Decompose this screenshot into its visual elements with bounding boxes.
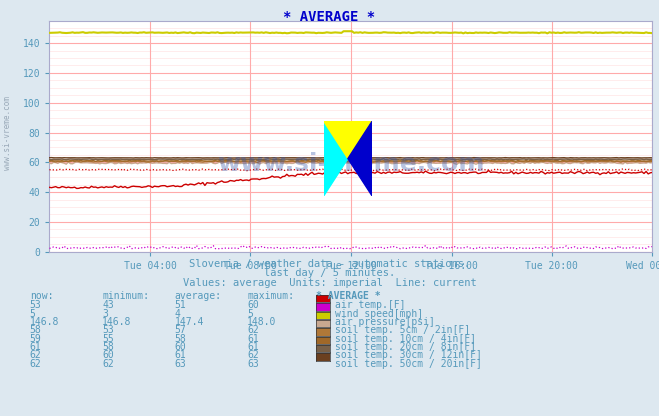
Text: 62: 62 bbox=[102, 359, 114, 369]
Text: average:: average: bbox=[175, 291, 221, 301]
Text: 61: 61 bbox=[247, 334, 259, 344]
Text: 51: 51 bbox=[175, 300, 186, 310]
Text: www.si-vreme.com: www.si-vreme.com bbox=[3, 96, 13, 170]
Polygon shape bbox=[348, 121, 372, 196]
Text: 58: 58 bbox=[30, 325, 42, 335]
Text: 58: 58 bbox=[175, 334, 186, 344]
Polygon shape bbox=[324, 121, 372, 158]
Text: 63: 63 bbox=[247, 359, 259, 369]
Text: soil temp. 20cm / 8in[F]: soil temp. 20cm / 8in[F] bbox=[335, 342, 476, 352]
Text: soil temp. 30cm / 12in[F]: soil temp. 30cm / 12in[F] bbox=[335, 350, 482, 360]
Text: 58: 58 bbox=[102, 342, 114, 352]
Text: now:: now: bbox=[30, 291, 53, 301]
Text: * AVERAGE *: * AVERAGE * bbox=[316, 291, 381, 301]
Text: 62: 62 bbox=[30, 359, 42, 369]
Text: 5: 5 bbox=[30, 309, 36, 319]
Text: www.si-vreme.com: www.si-vreme.com bbox=[217, 152, 484, 176]
Text: 60: 60 bbox=[175, 342, 186, 352]
Text: Slovenia / weather data - automatic stations.: Slovenia / weather data - automatic stat… bbox=[189, 259, 470, 269]
Text: 59: 59 bbox=[30, 334, 42, 344]
Text: soil temp. 10cm / 4in[F]: soil temp. 10cm / 4in[F] bbox=[335, 334, 476, 344]
Text: Values: average  Units: imperial  Line: current: Values: average Units: imperial Line: cu… bbox=[183, 278, 476, 288]
Text: 43: 43 bbox=[102, 300, 114, 310]
Text: 57: 57 bbox=[175, 325, 186, 335]
Text: 61: 61 bbox=[30, 342, 42, 352]
Text: 61: 61 bbox=[175, 350, 186, 360]
Text: 53: 53 bbox=[30, 300, 42, 310]
Text: 55: 55 bbox=[102, 334, 114, 344]
Text: 62: 62 bbox=[30, 350, 42, 360]
Polygon shape bbox=[324, 121, 348, 196]
Text: 60: 60 bbox=[247, 300, 259, 310]
Text: wind speed[mph]: wind speed[mph] bbox=[335, 309, 423, 319]
Text: 4: 4 bbox=[175, 309, 181, 319]
Text: 146.8: 146.8 bbox=[102, 317, 132, 327]
Text: 60: 60 bbox=[102, 350, 114, 360]
Text: 147.4: 147.4 bbox=[175, 317, 204, 327]
Text: soil temp. 50cm / 20in[F]: soil temp. 50cm / 20in[F] bbox=[335, 359, 482, 369]
Text: * AVERAGE *: * AVERAGE * bbox=[283, 10, 376, 25]
Text: 148.0: 148.0 bbox=[247, 317, 277, 327]
Text: last day / 5 minutes.: last day / 5 minutes. bbox=[264, 268, 395, 278]
Text: 62: 62 bbox=[247, 350, 259, 360]
Text: 61: 61 bbox=[247, 342, 259, 352]
Text: 62: 62 bbox=[247, 325, 259, 335]
Text: 5: 5 bbox=[247, 309, 253, 319]
Text: soil temp. 5cm / 2in[F]: soil temp. 5cm / 2in[F] bbox=[335, 325, 470, 335]
Text: air pressure[psi]: air pressure[psi] bbox=[335, 317, 435, 327]
Text: 63: 63 bbox=[175, 359, 186, 369]
Text: air temp.[F]: air temp.[F] bbox=[335, 300, 405, 310]
Text: 3: 3 bbox=[102, 309, 108, 319]
Text: 146.8: 146.8 bbox=[30, 317, 59, 327]
Text: maximum:: maximum: bbox=[247, 291, 294, 301]
Text: 53: 53 bbox=[102, 325, 114, 335]
Text: minimum:: minimum: bbox=[102, 291, 149, 301]
